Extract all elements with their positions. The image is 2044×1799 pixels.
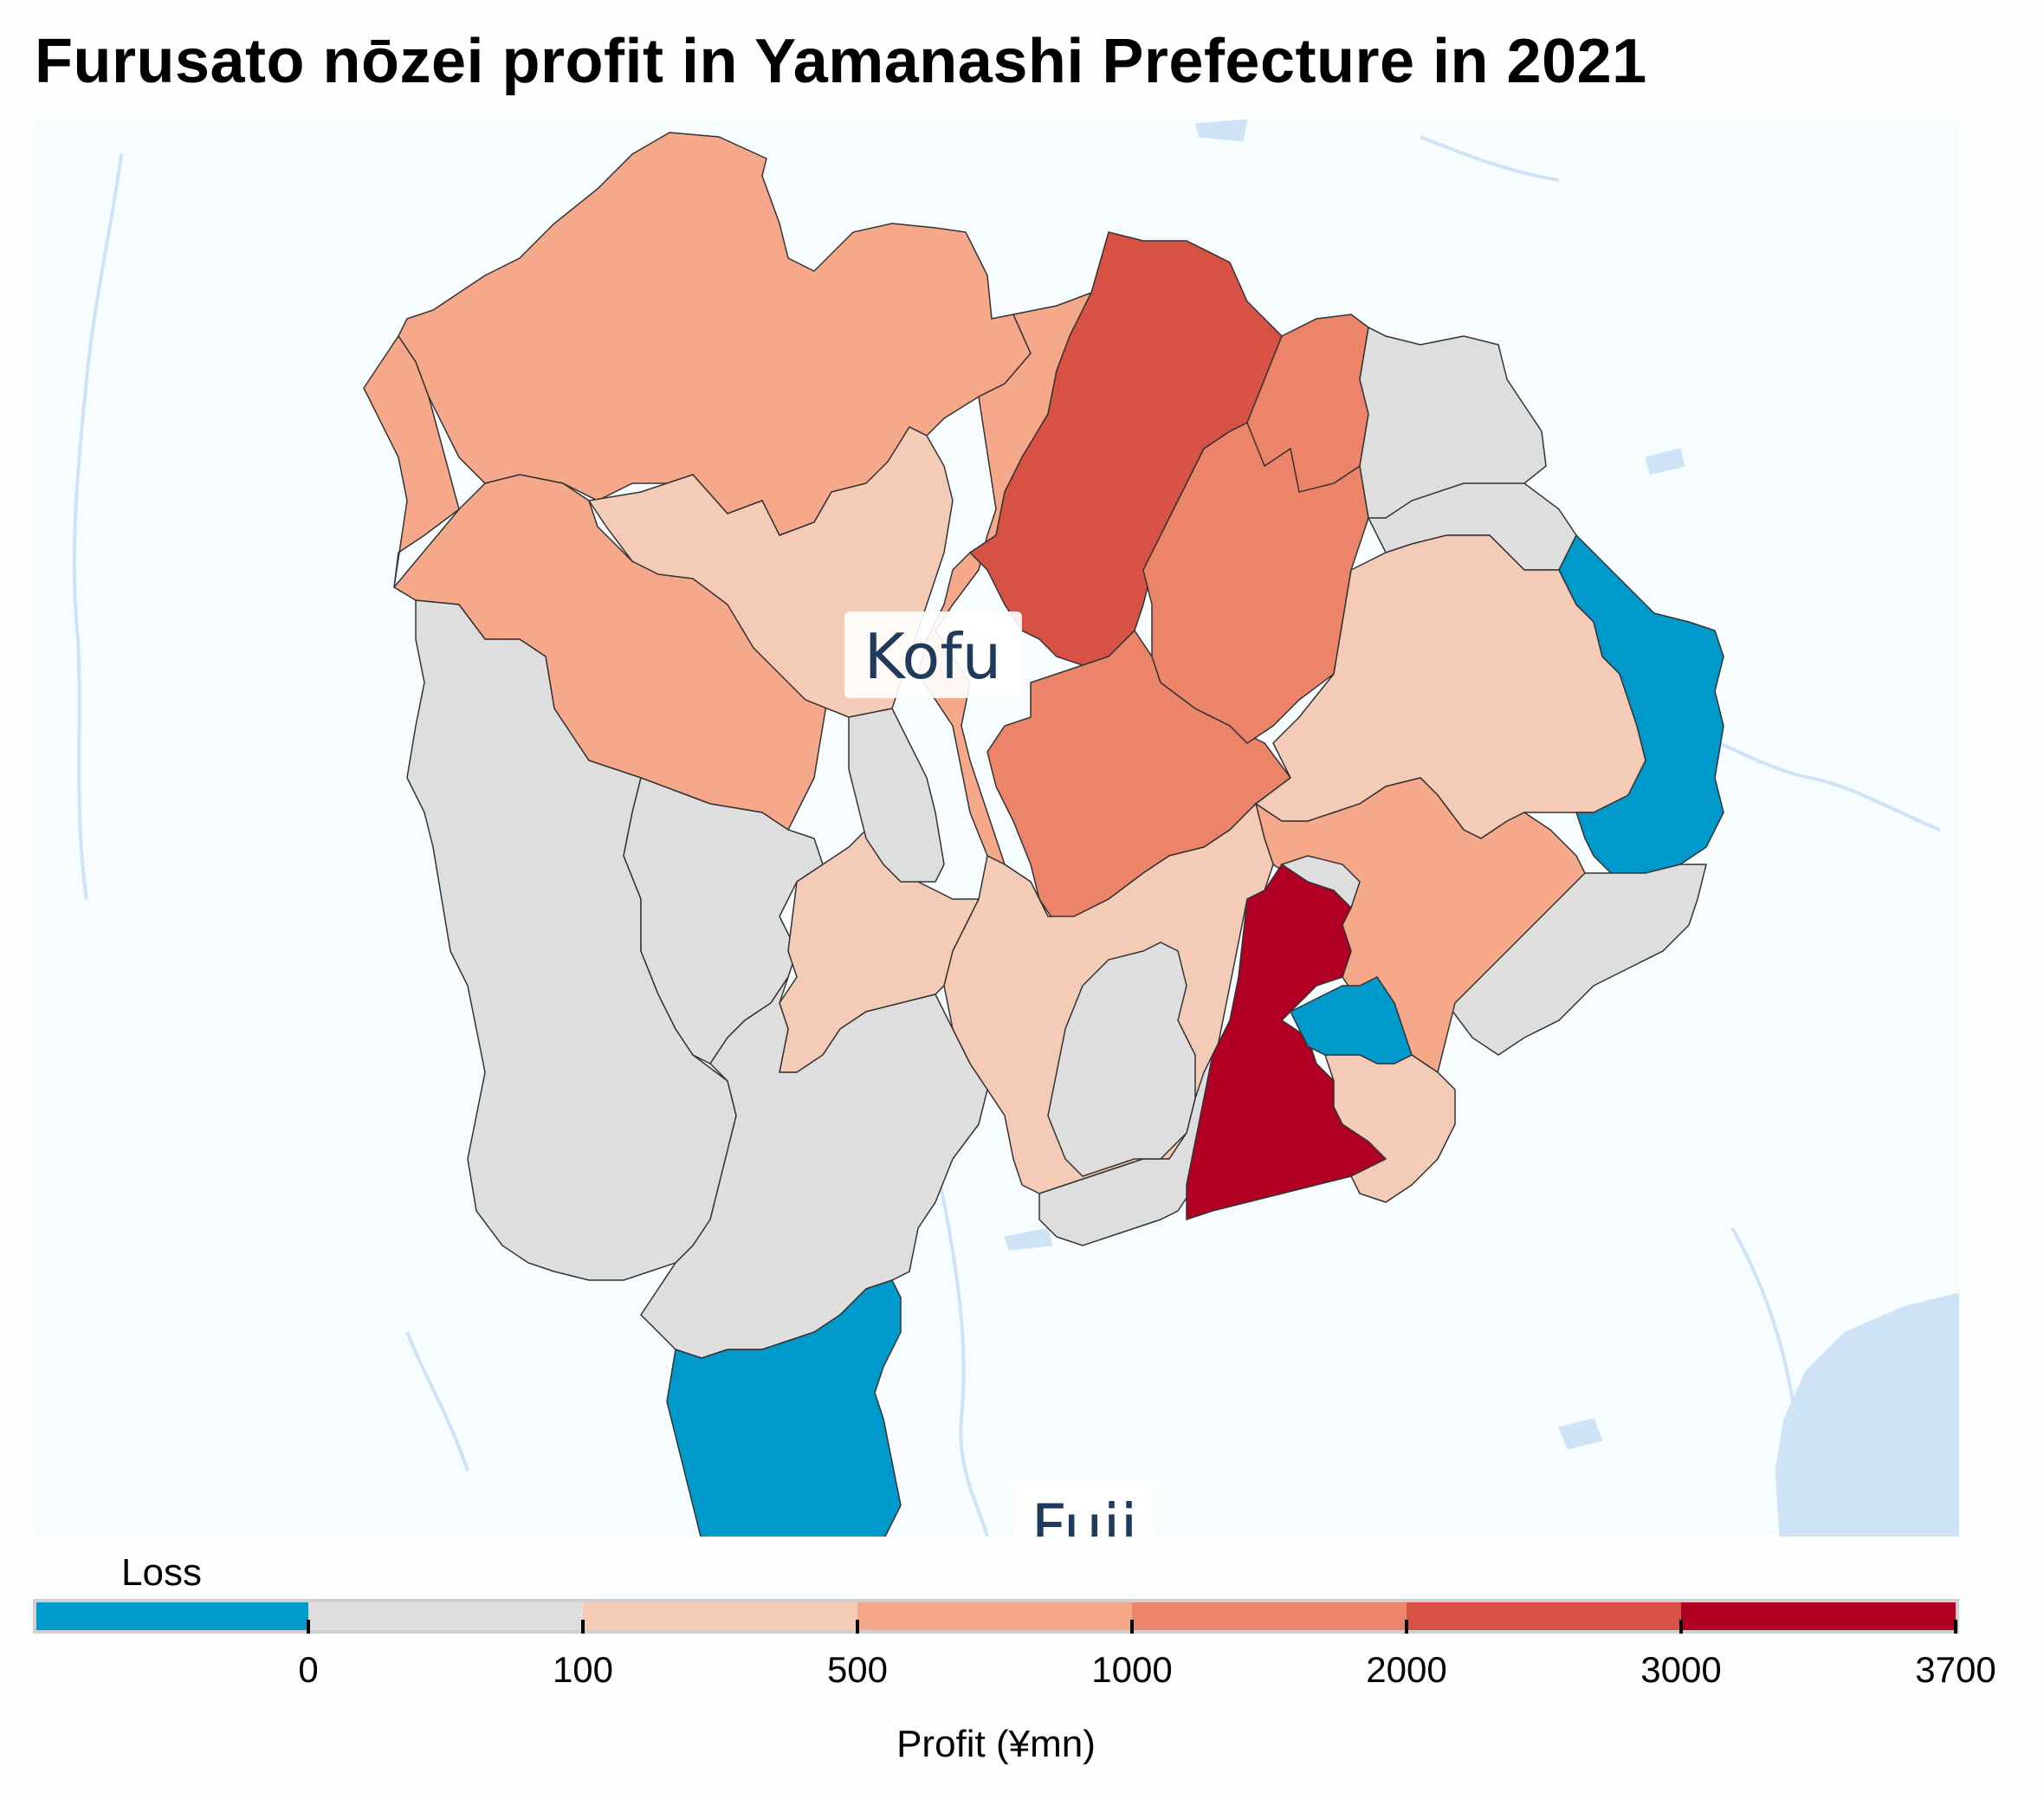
municipality-showa xyxy=(848,708,945,883)
map-title: Furusato nōzei profit in Yamanashi Prefe… xyxy=(35,27,1647,96)
colorbar-ticks: 0 100 500 1000 2000 3000 3700 xyxy=(298,1620,1996,1690)
colorbar-bin-loss xyxy=(36,1602,308,1630)
loss-label: Loss xyxy=(121,1551,202,1594)
colorbar-tick-label: 0 xyxy=(298,1649,318,1690)
colorbar-bin-3000-3700 xyxy=(1681,1602,1956,1630)
municipality-yamanakako xyxy=(1323,1054,1456,1203)
municipality-nishikatsura xyxy=(1280,855,1361,909)
colorbar-bin-500-1000 xyxy=(857,1602,1132,1630)
colorbar-tick-label: 100 xyxy=(553,1649,613,1690)
choropleth-map: Kofu Fuji xyxy=(35,120,1959,1537)
label-fuji-text: Fuji xyxy=(1031,1491,1137,1537)
municipality-nanbu xyxy=(666,1279,902,1537)
municipality-ichikawamisato xyxy=(1047,942,1196,1177)
colorbar-tick-label: 3000 xyxy=(1640,1649,1721,1690)
label-kofu: Kofu xyxy=(844,612,1022,698)
colorbar-bin-2000-3000 xyxy=(1407,1602,1681,1630)
colorbar-bin-1000-2000 xyxy=(1132,1602,1407,1630)
lake-north xyxy=(1194,120,1248,142)
colorbar-tick-label: 500 xyxy=(827,1649,888,1690)
colorbar-bin-0-100 xyxy=(308,1602,583,1630)
label-kofu-box xyxy=(844,612,1022,698)
municipality-hokuto-west xyxy=(363,334,460,588)
label-kofu-text: Kofu xyxy=(864,620,1002,693)
lake-yamanaka xyxy=(1004,1227,1053,1251)
colorbar-bin-100-500 xyxy=(583,1602,857,1630)
colorbar-tick-label: 2000 xyxy=(1366,1649,1446,1690)
water-features xyxy=(1004,120,1959,1537)
lake-east xyxy=(1645,448,1685,476)
label-fuji: Fuji xyxy=(1013,1479,1156,1537)
colorbar-bins xyxy=(33,1599,1959,1634)
label-fuji-box xyxy=(1013,1479,1156,1537)
colorbar-tick-label: 3700 xyxy=(1915,1649,1995,1690)
colorbar-axis-label: Profit (¥mn) xyxy=(896,1723,1096,1765)
lake-kawaguchi xyxy=(1558,1418,1603,1450)
sea-bay xyxy=(1775,1292,1959,1537)
colorbar-tick-label: 1000 xyxy=(1091,1649,1172,1690)
